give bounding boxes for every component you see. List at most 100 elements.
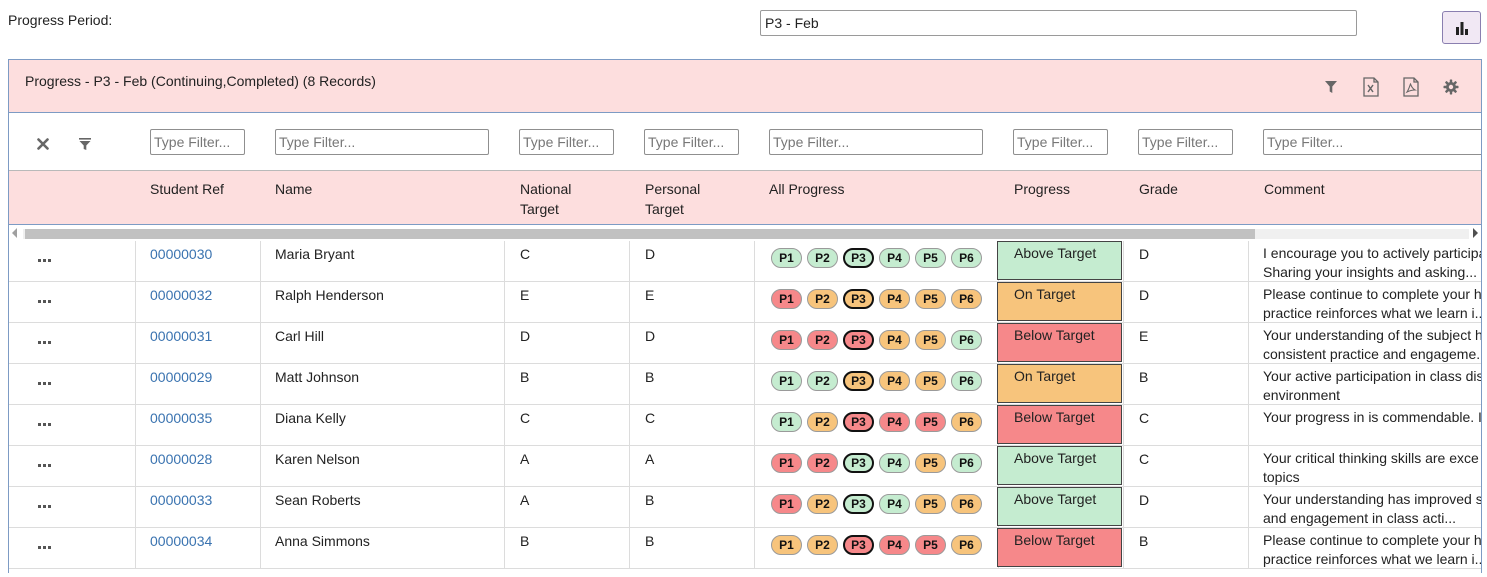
filter-all-progress[interactable]: [769, 129, 983, 155]
row-menu-button[interactable]: [37, 417, 53, 433]
settings-button[interactable]: [1441, 76, 1461, 98]
student-ref-link[interactable]: 00000028: [150, 451, 213, 467]
scroll-left-arrow-icon[interactable]: [12, 228, 17, 238]
row-menu-button[interactable]: [37, 335, 53, 351]
row-menu-button[interactable]: [37, 253, 53, 269]
progress-pill[interactable]: P4: [879, 371, 910, 391]
progress-pill[interactable]: P2: [807, 453, 838, 473]
horizontal-scrollbar[interactable]: [9, 225, 1481, 241]
progress-pill[interactable]: P5: [915, 494, 946, 514]
progress-pill[interactable]: P2: [807, 289, 838, 309]
col-student-ref[interactable]: Student Ref: [150, 181, 224, 197]
progress-pill[interactable]: P1: [771, 494, 802, 514]
progress-period-select[interactable]: [760, 10, 1357, 36]
progress-pill[interactable]: P6: [951, 412, 982, 432]
progress-pill[interactable]: P6: [951, 371, 982, 391]
table-row[interactable]: 00000028 Karen Nelson A A P1 P2 P3 P4 P5 P6 Above …: [9, 446, 1481, 487]
progress-pill[interactable]: P5: [915, 289, 946, 309]
progress-pill[interactable]: P1: [771, 453, 802, 473]
filter-toggle-button[interactable]: [1321, 76, 1341, 98]
col-personal-target[interactable]: Personal Target: [645, 179, 700, 219]
progress-pill[interactable]: P5: [915, 330, 946, 350]
filter-personal-target[interactable]: [644, 129, 739, 155]
progress-pill[interactable]: P2: [807, 330, 838, 350]
progress-pill[interactable]: P2: [807, 248, 838, 268]
filter-grade[interactable]: [1138, 129, 1233, 155]
progress-pill[interactable]: P3: [843, 248, 874, 268]
progress-pill[interactable]: P6: [951, 248, 982, 268]
filter-comment[interactable]: [1263, 129, 1481, 155]
row-menu-button[interactable]: [37, 294, 53, 310]
progress-pill[interactable]: P4: [879, 453, 910, 473]
progress-pill[interactable]: P1: [771, 371, 802, 391]
progress-pill[interactable]: P3: [843, 289, 874, 309]
filter-name[interactable]: [275, 129, 489, 155]
col-progress[interactable]: Progress: [1014, 181, 1071, 197]
col-national-target[interactable]: National Target: [520, 179, 571, 219]
progress-pill[interactable]: P5: [915, 248, 946, 268]
filter-national-target[interactable]: [519, 129, 614, 155]
row-menu-button[interactable]: [37, 540, 53, 556]
progress-pill[interactable]: P3: [843, 412, 874, 432]
progress-pill[interactable]: P5: [915, 453, 946, 473]
progress-pill[interactable]: P6: [951, 330, 982, 350]
table-row[interactable]: 00000029 Matt Johnson B B P1 P2 P3 P4 P5 P6 On Tar…: [9, 364, 1481, 405]
progress-pill[interactable]: P2: [807, 371, 838, 391]
chart-view-button[interactable]: [1442, 11, 1481, 44]
progress-pill[interactable]: P1: [771, 248, 802, 268]
export-excel-button[interactable]: [1361, 76, 1381, 98]
col-grade[interactable]: Grade: [1139, 181, 1178, 197]
table-row[interactable]: 00000032 Ralph Henderson E E P1 P2 P3 P4 P5 P6 On …: [9, 282, 1481, 323]
table-row[interactable]: 00000035 Diana Kelly C C P1 P2 P3 P4 P5 P6 Below T…: [9, 405, 1481, 446]
progress-pill[interactable]: P4: [879, 412, 910, 432]
table-row[interactable]: 00000034 Anna Simmons B B P1 P2 P3 P4 P5 P6 Below …: [9, 528, 1481, 569]
progress-pill[interactable]: P1: [771, 412, 802, 432]
row-menu-button[interactable]: [37, 376, 53, 392]
progress-pill[interactable]: P3: [843, 494, 874, 514]
progress-pill[interactable]: P6: [951, 535, 982, 555]
progress-pill[interactable]: P6: [951, 494, 982, 514]
progress-pill[interactable]: P3: [843, 371, 874, 391]
clear-filters-button[interactable]: [35, 136, 51, 152]
row-menu-button[interactable]: [37, 499, 53, 515]
progress-pill[interactable]: P3: [843, 453, 874, 473]
progress-pill[interactable]: P5: [915, 371, 946, 391]
progress-pill[interactable]: P1: [771, 289, 802, 309]
student-ref-link[interactable]: 00000030: [150, 246, 213, 262]
progress-pill[interactable]: P4: [879, 248, 910, 268]
progress-pill[interactable]: P6: [951, 453, 982, 473]
progress-pill[interactable]: P1: [771, 330, 802, 350]
progress-pill[interactable]: P2: [807, 494, 838, 514]
filter-student-ref[interactable]: [150, 129, 245, 155]
progress-pill[interactable]: P3: [843, 535, 874, 555]
scroll-right-arrow-icon[interactable]: [1473, 228, 1478, 238]
student-ref-link[interactable]: 00000032: [150, 287, 213, 303]
progress-pill[interactable]: P6: [951, 289, 982, 309]
progress-pill[interactable]: P3: [843, 330, 874, 350]
progress-pill[interactable]: P2: [807, 412, 838, 432]
table-row[interactable]: 00000031 Carl Hill D D P1 P2 P3 P4 P5 P6 Below Tar…: [9, 323, 1481, 364]
progress-pill[interactable]: P4: [879, 494, 910, 514]
progress-pill[interactable]: P4: [879, 289, 910, 309]
progress-pill[interactable]: P2: [807, 535, 838, 555]
row-menu-button[interactable]: [37, 458, 53, 474]
progress-pill[interactable]: P1: [771, 535, 802, 555]
student-ref-link[interactable]: 00000031: [150, 328, 213, 344]
col-all-progress[interactable]: All Progress: [769, 181, 845, 197]
progress-pill[interactable]: P5: [915, 412, 946, 432]
student-ref-link[interactable]: 00000033: [150, 492, 213, 508]
table-row[interactable]: 00000033 Sean Roberts A B P1 P2 P3 P4 P5 P6 Above …: [9, 487, 1481, 528]
student-ref-link[interactable]: 00000029: [150, 369, 213, 385]
student-ref-link[interactable]: 00000034: [150, 533, 213, 549]
scrollbar-thumb[interactable]: [25, 229, 1255, 239]
progress-pill[interactable]: P5: [915, 535, 946, 555]
table-row[interactable]: 00000030 Maria Bryant C D P1 P2 P3 P4 P5 P6 Above …: [9, 241, 1481, 282]
row-filter-button[interactable]: [77, 136, 93, 152]
student-ref-link[interactable]: 00000035: [150, 410, 213, 426]
col-name[interactable]: Name: [275, 181, 313, 197]
export-pdf-button[interactable]: [1401, 76, 1421, 98]
col-comment[interactable]: Comment: [1264, 181, 1325, 197]
filter-progress[interactable]: [1013, 129, 1108, 155]
progress-pill[interactable]: P4: [879, 330, 910, 350]
progress-pill[interactable]: P4: [879, 535, 910, 555]
